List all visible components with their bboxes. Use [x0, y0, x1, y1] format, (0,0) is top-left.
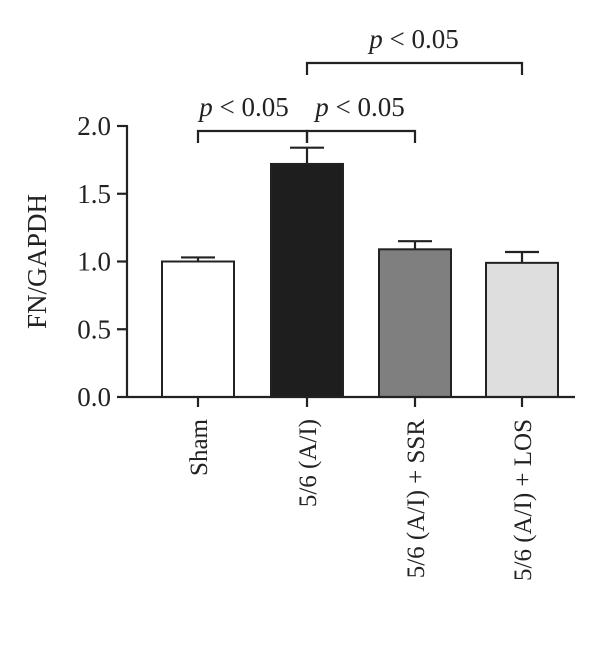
p-threshold: < 0.05: [383, 24, 459, 54]
p-symbol: p: [367, 24, 383, 54]
x-tick-label: 5/6 (A/I): [295, 419, 322, 507]
p-threshold: < 0.05: [213, 92, 289, 122]
bar-3: [378, 248, 452, 398]
y-tick-label: 1.5: [77, 179, 111, 209]
y-tick-label: 0.5: [77, 314, 111, 344]
p-symbol: p: [313, 92, 329, 122]
x-tick-label: 5/6 (A/I) + SSR: [403, 419, 430, 579]
p-symbol: p: [197, 92, 213, 122]
significance-bracket: [305, 129, 417, 143]
y-tick-label: 1.0: [77, 247, 111, 277]
y-tick-label: 2.0: [77, 111, 111, 141]
y-ticks-layer: 0.0 0.5 1.0 1.5 2.0: [77, 111, 127, 412]
significance-label: p < 0.05: [313, 92, 404, 122]
bar-4: [485, 261, 559, 399]
significance-bracket: [305, 61, 524, 75]
error-bars-layer: [181, 146, 539, 263]
bar-2: [270, 162, 344, 398]
bars-layer: [161, 162, 559, 399]
significance-layer: p < 0.05 p < 0.05p < 0.05: [196, 24, 524, 143]
x-ticks-layer: Sham 5/6 (A/I) 5/6 (A/I) + SSR 5/6 (A/I) + …: [186, 397, 537, 581]
p-threshold: < 0.05: [329, 92, 405, 122]
x-tick-label: 5/6 (A/I) + LOS: [510, 419, 537, 581]
bar-1: [161, 260, 235, 398]
y-axis-label: FN/GAPDH: [22, 194, 52, 329]
significance-bracket: [196, 129, 309, 143]
x-tick-label: Sham: [186, 418, 213, 476]
y-tick-label: 0.0: [77, 382, 111, 412]
significance-label: p < 0.05: [367, 24, 458, 54]
significance-label: p < 0.05: [197, 92, 288, 122]
